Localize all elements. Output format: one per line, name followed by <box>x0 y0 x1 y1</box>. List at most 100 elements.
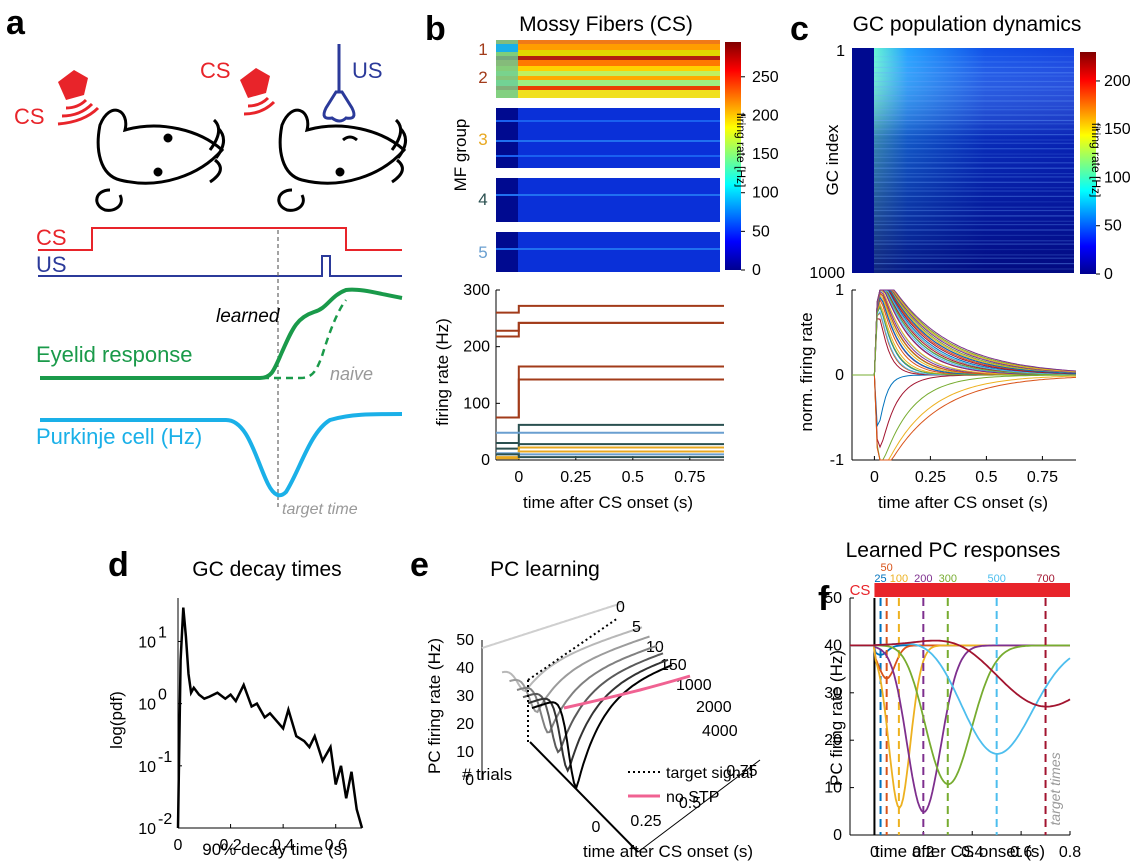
x-tick-label: 0.2 <box>912 844 934 861</box>
mf-heatmap <box>496 40 720 272</box>
gc-heatmap <box>852 48 1074 273</box>
gc-norm-line <box>852 289 1077 376</box>
gc-index-label: GC index <box>823 124 842 195</box>
colorbar-tick-label: 200 <box>1104 73 1131 90</box>
gc-row <box>874 75 1074 77</box>
mf-group-label: 3 <box>478 130 487 149</box>
x-tick-label: 0.4 <box>272 837 294 854</box>
panel-c-ylabel: norm. firing rate <box>797 312 816 431</box>
x-tick-label: 0.4 <box>961 844 983 861</box>
cs-bar <box>874 583 1070 597</box>
colorbar-tick-label: 50 <box>1104 218 1122 235</box>
gc-row <box>874 134 1074 136</box>
mouse-icon <box>95 108 225 212</box>
panel-e-ylabel: PC firing rate (Hz) <box>425 638 444 774</box>
x-tick-label: 0.75 <box>726 763 757 780</box>
gc-row <box>874 268 1074 270</box>
y-tick-label: 0 <box>833 827 842 844</box>
y-tick-base: 10 <box>138 634 156 651</box>
gc-heatmap-rows <box>874 56 1074 270</box>
gc-row <box>874 187 1074 189</box>
gc-norm-line <box>852 289 1076 376</box>
gc-colorbar-label: firing rate [Hz] <box>1089 123 1103 198</box>
us-trace <box>38 255 402 277</box>
x-tick-label: 0.5 <box>975 469 997 486</box>
target-time-label: 100 <box>890 573 908 585</box>
gc-row <box>874 80 1074 83</box>
y-tick-exp: 0 <box>158 687 167 704</box>
trials-label: # trials <box>462 765 512 784</box>
panel-e-letter: e <box>410 546 429 584</box>
panel-a: a CS CS US <box>6 4 407 518</box>
y-tick-label: 1 <box>835 282 844 299</box>
z-tick-label: 40 <box>456 660 474 677</box>
z-tick-label: 50 <box>456 632 474 649</box>
target-time-label: 200 <box>914 573 932 585</box>
target-time-label: 50 <box>881 562 893 574</box>
gc-row <box>874 153 1074 155</box>
purkinje-label: Purkinje cell (Hz) <box>36 424 202 449</box>
panel-d-letter: d <box>108 546 129 584</box>
gc-row <box>874 156 1074 158</box>
gc-row <box>874 229 1074 231</box>
y-tick-label: 50 <box>824 590 842 607</box>
gc-row <box>874 209 1074 212</box>
mf-colorbar-label: firing rate [Hz] <box>734 113 748 188</box>
purkinje-curve <box>40 412 403 498</box>
gc-index-tick: 1 <box>836 43 845 60</box>
gc-row <box>874 195 1074 197</box>
trial-axis <box>529 741 639 853</box>
colorbar-tick-label: 250 <box>752 69 779 86</box>
y-tick-base: 10 <box>138 759 156 776</box>
gc-norm-line <box>852 289 1076 376</box>
mf-rate-line <box>496 321 724 332</box>
x-tick-label: 0.6 <box>325 837 347 854</box>
panel-f-letter: f <box>818 580 830 618</box>
mf-rate-line <box>496 452 724 456</box>
us-label: US <box>352 58 383 83</box>
y-tick-label: 10 <box>824 780 842 797</box>
colorbar-tick-label: 150 <box>1104 121 1131 138</box>
gc-colorbar-ticks: 200 150 100 50 0 <box>1096 73 1131 283</box>
panel-c-xlabel: time after CS onset (s) <box>878 493 1048 512</box>
panel-a-letter: a <box>6 4 26 42</box>
colorbar-tick-label: 100 <box>752 185 779 202</box>
pc-response-curve <box>850 639 1071 708</box>
pc-response-curve <box>850 644 1070 786</box>
x-tick-label: 0 <box>514 469 523 486</box>
gc-row <box>874 248 1074 251</box>
gc-row <box>874 105 1074 107</box>
mf-group-label: 4 <box>478 190 487 209</box>
y-tick-exp: 1 <box>158 624 167 641</box>
gc-row <box>874 220 1074 222</box>
mf-rate-line <box>496 423 724 444</box>
decay-curve <box>176 607 364 829</box>
trial-label: 4000 <box>702 723 738 740</box>
x-tick-label: 0.75 <box>1027 469 1058 486</box>
gc-row <box>874 123 1074 125</box>
x-tick-label: 0.8 <box>1059 844 1081 861</box>
x-tick-label: 0.75 <box>674 469 705 486</box>
panel-b-ylabel: firing rate (Hz) <box>433 318 452 426</box>
naive-label: naive <box>330 364 373 384</box>
gc-row <box>874 173 1074 175</box>
gc-norm-plot: 1 0 -1 0 0.25 0.5 0.75 <box>830 282 1077 486</box>
mf-rate-line <box>496 321 724 338</box>
colorbar-tick-label: 100 <box>1104 169 1131 186</box>
us-trace-label: US <box>36 252 67 277</box>
gc-row <box>874 176 1074 178</box>
gc-row <box>874 201 1074 203</box>
target-time-label: target time <box>282 501 358 518</box>
x-tick-label: 0 <box>174 837 183 854</box>
panel-b-xlabel: time after CS onset (s) <box>523 493 693 512</box>
gc-norm-line <box>852 304 1076 376</box>
gc-row <box>874 240 1074 242</box>
pc-learning-curve <box>522 652 664 754</box>
mf-colorbar-ticks: 250 200 150 100 50 0 <box>741 69 779 279</box>
target-time-label: 700 <box>1036 573 1054 585</box>
gc-row <box>874 234 1074 236</box>
